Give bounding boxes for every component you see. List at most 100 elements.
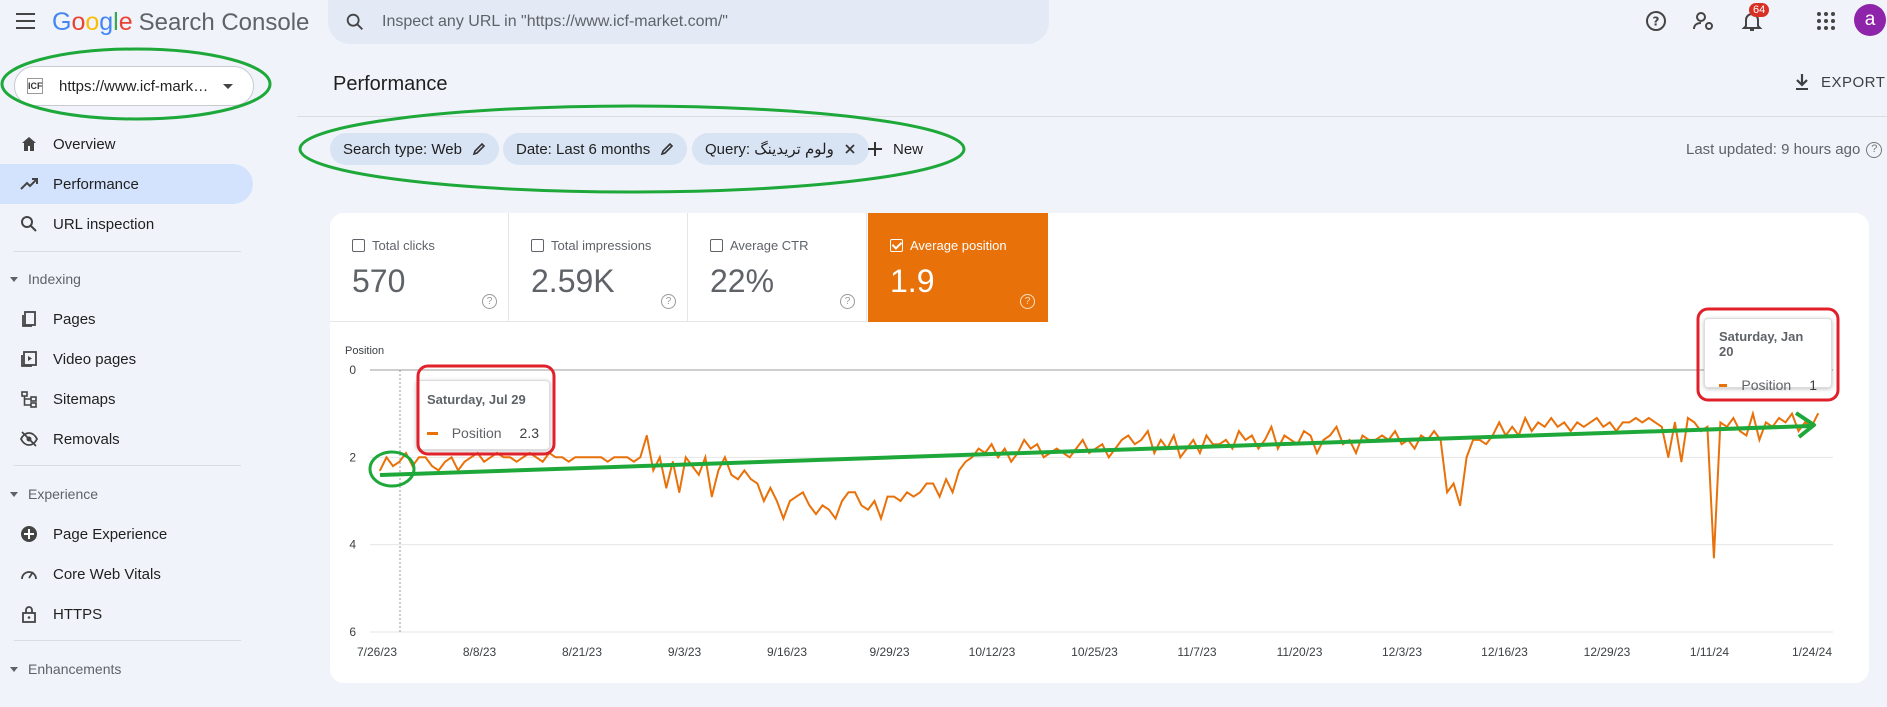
edit-icon[interactable] [660, 142, 674, 156]
y-tick-label: 2 [349, 450, 356, 464]
close-icon[interactable] [844, 143, 856, 155]
data-point [398, 460, 401, 463]
metric-checkbox[interactable] [710, 239, 723, 252]
data-point [470, 456, 472, 459]
help-icon[interactable]: ? [840, 294, 855, 309]
data-point [717, 469, 720, 472]
sidebar-item-pages[interactable]: Pages [0, 299, 253, 339]
data-point [483, 460, 485, 463]
help-icon[interactable]: ? [1866, 141, 1883, 158]
metric-value: 1.9 [890, 263, 935, 299]
data-point [841, 500, 843, 502]
data-point [763, 500, 765, 502]
filter-chip-search-type[interactable]: Search type: Web [330, 133, 499, 165]
data-point [1446, 491, 1448, 494]
property-selector[interactable]: ICF https://www.icf-market.com/ [14, 66, 254, 106]
export-button[interactable]: EXPORT [1793, 72, 1885, 92]
sidebar-item-url-inspection[interactable]: URL inspection [0, 204, 253, 244]
edit-icon[interactable] [472, 142, 486, 156]
data-point [1270, 426, 1273, 428]
url-inspect-input[interactable] [382, 13, 1002, 31]
metric-card-average-ctr[interactable]: Average CTR 22% ? [688, 213, 867, 322]
data-point [1055, 447, 1058, 450]
last-updated-text: Last updated: 9 hours ago ? [1686, 141, 1883, 158]
metric-card-total-clicks[interactable]: Total clicks 570 ? [330, 213, 509, 322]
data-point [639, 456, 642, 459]
new-filter-button[interactable]: New [867, 133, 923, 165]
data-point [932, 482, 934, 485]
filter-chip-date[interactable]: Date: Last 6 months [503, 133, 688, 165]
data-point [1238, 430, 1240, 432]
data-point [1433, 430, 1435, 432]
sidebar-item-performance[interactable]: Performance [0, 164, 253, 204]
user-settings-icon[interactable] [1691, 8, 1717, 34]
url-inspect-search-bar[interactable] [328, 0, 1049, 44]
sidebar-item-overview[interactable]: Overview [0, 124, 253, 164]
help-icon[interactable]: ? [1020, 294, 1035, 309]
home-icon [22, 137, 36, 151]
data-point [1719, 421, 1722, 424]
data-point [1108, 456, 1110, 459]
sidebar-item-video-pages[interactable]: Video pages [0, 339, 253, 379]
sidebar-item-label: Overview [53, 135, 116, 153]
data-point [1784, 421, 1787, 424]
start-point-circle-annotation [368, 450, 416, 488]
y-tick-label: 6 [349, 625, 356, 639]
main-menu-button[interactable] [13, 10, 43, 32]
sidebar-item-removals[interactable]: Removals [0, 419, 253, 459]
data-point [528, 452, 531, 454]
metric-card-total-impressions[interactable]: Total impressions 2.59K ? [509, 213, 688, 322]
data-point [1817, 412, 1819, 415]
data-point [515, 460, 518, 463]
help-icon[interactable]: ? [482, 294, 497, 309]
data-point [971, 456, 973, 459]
filter-chip-query[interactable]: Query: ولوم تریدینگ [692, 133, 869, 165]
sidebar-item-https[interactable]: HTTPS [0, 594, 253, 634]
sidebar-item-sitemaps[interactable]: Sitemaps [0, 379, 253, 419]
sidebar-item-page-experience[interactable]: Page Experience [0, 514, 253, 554]
data-point [1160, 439, 1162, 441]
position-line-chart[interactable]: 0 2 4 6 7/26/23 8/8/23 8/21/23 9/3/23 9/16/23 9/… [330, 340, 1869, 673]
sidebar-section-enhancements[interactable]: Enhancements [10, 661, 121, 677]
account-avatar[interactable]: a [1854, 4, 1886, 36]
data-point [541, 460, 544, 463]
metric-checkbox[interactable] [531, 239, 544, 252]
data-point [919, 491, 921, 494]
data-point [1758, 439, 1761, 441]
metric-checkbox[interactable] [352, 239, 365, 252]
logo-letter: G [52, 8, 72, 36]
metric-card-average-position[interactable]: Average position 1.9 ? [868, 213, 1048, 322]
tooltip-start: Saturday, Jul 29 Position 2.3 [416, 380, 550, 450]
data-point [1244, 439, 1247, 441]
data-point [1583, 426, 1585, 428]
help-icon[interactable]: ? [661, 294, 676, 309]
metric-value: 2.59K [531, 263, 615, 299]
data-point [1400, 443, 1403, 445]
sidebar-section-indexing[interactable]: Indexing [10, 271, 81, 287]
data-point [1609, 421, 1611, 424]
data-point [1687, 417, 1689, 419]
data-point [1413, 447, 1416, 450]
metric-checkbox[interactable] [890, 239, 903, 252]
data-point [633, 460, 635, 463]
data-point [1309, 434, 1312, 437]
data-point [646, 434, 648, 437]
sidebar-item-core-web-vitals[interactable]: Core Web Vitals [0, 554, 253, 594]
data-point [1804, 421, 1806, 424]
apps-grid-icon[interactable] [1813, 8, 1839, 34]
help-icon[interactable]: ? [1643, 8, 1669, 34]
y-tick-label: 0 [349, 363, 356, 377]
data-point [685, 456, 687, 459]
x-tick-label: 10/12/23 [969, 645, 1016, 659]
logo-letter: e [118, 8, 133, 36]
y-axis-label: Position [345, 345, 384, 357]
y-tick-label: 4 [349, 538, 356, 552]
collapse-triangle-icon [10, 491, 18, 497]
collapse-triangle-icon [10, 666, 18, 672]
sidebar-divider [14, 251, 241, 252]
data-point [1322, 439, 1325, 441]
x-tick-label: 11/20/23 [1277, 645, 1323, 659]
search-console-logo[interactable]: Google Search Console [52, 7, 309, 38]
sidebar-item-label: Sitemaps [53, 390, 116, 408]
sidebar-section-experience[interactable]: Experience [10, 486, 98, 502]
